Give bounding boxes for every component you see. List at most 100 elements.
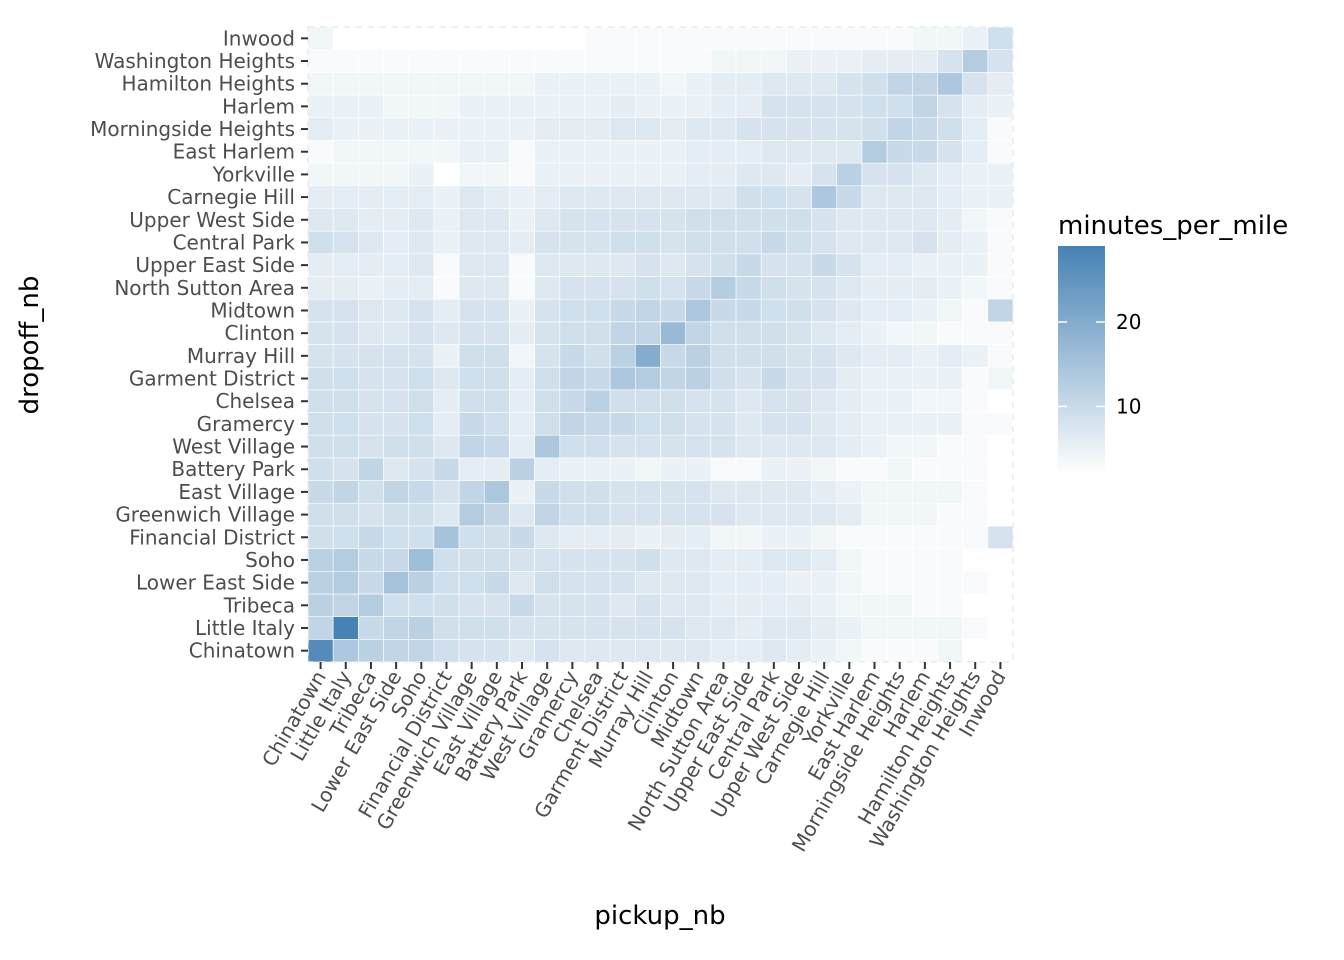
heatmap-cell [786, 208, 812, 232]
heatmap-cell [332, 593, 359, 617]
heatmap-cell [358, 639, 384, 663]
heatmap-cell [836, 185, 863, 209]
heatmap-cell [433, 593, 460, 617]
heatmap-cell [609, 276, 636, 300]
heatmap-cell [483, 639, 510, 663]
heatmap-cell [458, 344, 485, 368]
heatmap-cell [408, 344, 435, 368]
heatmap-cell [307, 298, 334, 323]
heatmap-cell [861, 480, 888, 504]
heatmap-cell [710, 72, 737, 96]
heatmap-cell [710, 230, 737, 255]
heatmap-cell [735, 230, 762, 255]
heatmap-cell [483, 480, 510, 504]
heatmap-cell [383, 593, 410, 617]
heatmap-cell [811, 480, 838, 504]
heatmap-cell [332, 502, 359, 527]
heatmap-cell [836, 616, 863, 640]
heatmap-cell [886, 253, 913, 277]
heatmap-cell [358, 117, 384, 141]
heatmap-cell [609, 185, 636, 209]
heatmap-cell [408, 208, 435, 232]
heatmap-cell [358, 570, 384, 595]
heatmap-cell [886, 639, 913, 663]
heatmap-cell [358, 230, 384, 255]
heatmap-cell [332, 525, 359, 549]
heatmap-cell [937, 298, 963, 323]
heatmap-cell [710, 502, 737, 527]
y-tick-label: Harlem [222, 94, 295, 118]
heatmap-cell [861, 162, 888, 187]
heatmap-cell [383, 616, 410, 640]
heatmap-cell [861, 185, 888, 209]
heatmap-cell [987, 616, 1014, 640]
heatmap-cell [710, 457, 737, 481]
heatmap-cell [786, 366, 812, 391]
heatmap-cell [660, 26, 686, 50]
heatmap-cell [609, 480, 636, 504]
heatmap-cell [836, 412, 863, 436]
heatmap-cell [458, 525, 485, 549]
heatmap-cell [861, 49, 888, 73]
heatmap-cell [458, 480, 485, 504]
heatmap-cell [332, 548, 359, 572]
heatmap-cell [786, 72, 812, 96]
heatmap-cell [358, 140, 384, 164]
heatmap-cell [987, 208, 1014, 232]
heatmap-cell [760, 140, 787, 164]
heatmap-cell [332, 366, 359, 391]
heatmap-cell [987, 457, 1014, 481]
heatmap-cell [509, 72, 535, 96]
heatmap-cell [911, 298, 938, 323]
heatmap-cell [710, 639, 737, 663]
heatmap-cell [307, 434, 334, 459]
heatmap-cell [383, 140, 410, 164]
heatmap-cell [760, 49, 787, 73]
heatmap-cell [358, 593, 384, 617]
heatmap-cell [886, 230, 913, 255]
heatmap-cell [685, 72, 712, 96]
heatmap-cell [937, 593, 963, 617]
heatmap-cell [735, 616, 762, 640]
heatmap-cell [433, 502, 460, 527]
heatmap-cell [458, 185, 485, 209]
heatmap-cell [609, 639, 636, 663]
heatmap-cell [383, 298, 410, 323]
heatmap-cell [559, 208, 586, 232]
heatmap-cell [786, 593, 812, 617]
heatmap-cell [509, 570, 535, 595]
heatmap-cell [962, 162, 989, 187]
heatmap-cell [509, 639, 535, 663]
heatmap-cell [760, 276, 787, 300]
heatmap-cell [584, 49, 611, 73]
heatmap-cell [811, 321, 838, 345]
heatmap-cell [307, 502, 334, 527]
heatmap-cell [911, 276, 938, 300]
heatmap-cell [358, 162, 384, 187]
heatmap-cell [760, 366, 787, 391]
heatmap-cell [710, 162, 737, 187]
heatmap-cell [937, 570, 963, 595]
panel-border [307, 26, 1014, 663]
heatmap-cell [534, 548, 561, 572]
heatmap-cell [483, 49, 510, 73]
heatmap-cell [534, 208, 561, 232]
heatmap-cell [509, 389, 535, 413]
heatmap-cell [685, 162, 712, 187]
heatmap-cell [534, 639, 561, 663]
heatmap-cell [483, 140, 510, 164]
heatmap-cell [735, 321, 762, 345]
heatmap-cell [332, 208, 359, 232]
heatmap-cell [408, 593, 435, 617]
heatmap-cell [559, 570, 586, 595]
heatmap-cell [609, 253, 636, 277]
heatmap-cell [559, 480, 586, 504]
heatmap-cell [433, 570, 460, 595]
heatmap-cell [911, 412, 938, 436]
heatmap-cell [987, 344, 1014, 368]
heatmap-cell [383, 366, 410, 391]
heatmap-cell [760, 72, 787, 96]
heatmap-cell [458, 570, 485, 595]
heatmap-cell [685, 230, 712, 255]
heatmap-cell [861, 593, 888, 617]
